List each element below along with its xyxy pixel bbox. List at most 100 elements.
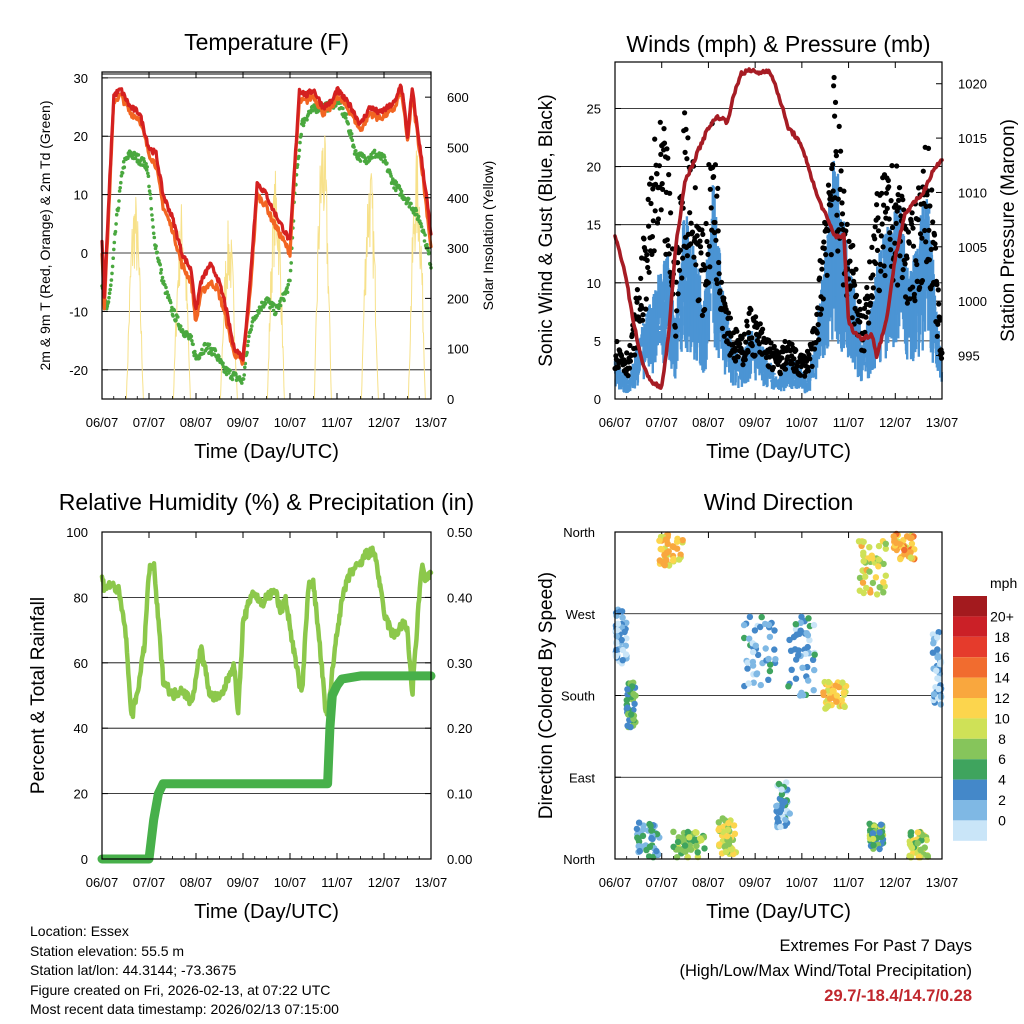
direction-point bbox=[891, 536, 898, 544]
legend-label: 2 bbox=[998, 792, 1006, 808]
gust-point bbox=[807, 356, 813, 362]
x-tick-label: 07/07 bbox=[645, 415, 678, 430]
direction-point bbox=[833, 692, 841, 699]
gust-point bbox=[885, 177, 891, 184]
y-tick-label: 0 bbox=[81, 246, 88, 261]
gust-point bbox=[889, 163, 895, 169]
gust-point bbox=[867, 259, 873, 265]
dewpoint-point bbox=[159, 271, 163, 275]
gust-point bbox=[707, 264, 713, 270]
y-tick-label: 20 bbox=[74, 787, 88, 802]
direction-point bbox=[682, 848, 689, 855]
gust-point bbox=[791, 356, 797, 362]
direction-point bbox=[774, 815, 781, 822]
x-tick-label: 06/07 bbox=[599, 875, 632, 890]
direction-point bbox=[701, 845, 708, 852]
gust-point bbox=[666, 251, 672, 257]
winds-chart: Winds (mph) & Pressure (mb) Time (Day/UTC… bbox=[536, 31, 1019, 463]
dewpoint-point bbox=[158, 262, 162, 267]
plot-frame bbox=[614, 531, 943, 860]
direction-point bbox=[681, 842, 689, 849]
info-elevation: Station elevation: 55.5 m bbox=[30, 942, 185, 959]
gust-point bbox=[838, 168, 844, 174]
gust-point bbox=[925, 145, 932, 151]
dewpoint-point bbox=[295, 163, 300, 167]
gust-point bbox=[685, 135, 691, 141]
dewpoint-point bbox=[144, 162, 148, 166]
gust-point bbox=[752, 352, 758, 358]
y2-tick-label: 0.20 bbox=[447, 721, 472, 736]
y2-tick-label: 0.50 bbox=[447, 525, 472, 540]
direction-point bbox=[757, 623, 764, 631]
gust-point bbox=[914, 261, 920, 268]
x-axis-label: Time (Day/UTC) bbox=[194, 901, 339, 923]
gust-point bbox=[746, 330, 752, 336]
gust-point bbox=[694, 233, 700, 239]
gust-point bbox=[652, 208, 658, 214]
gust-point bbox=[920, 168, 926, 174]
dewpoint-point bbox=[144, 168, 149, 172]
gust-point bbox=[655, 216, 662, 222]
dewpoint-point bbox=[136, 153, 141, 157]
gust-point bbox=[869, 244, 875, 250]
y-tick-label: 20 bbox=[74, 129, 88, 144]
dewpoint-point bbox=[382, 155, 387, 159]
y-tick-label: 5 bbox=[594, 334, 601, 349]
y2-tick-label: 1000 bbox=[958, 294, 987, 309]
direction-point bbox=[614, 620, 622, 627]
gust-point bbox=[641, 236, 647, 242]
dewpoint-point bbox=[110, 271, 114, 276]
direction-point bbox=[863, 584, 870, 592]
dewpoint-point bbox=[119, 180, 123, 185]
direction-point bbox=[675, 556, 683, 563]
direction-point bbox=[723, 833, 731, 840]
dewpoint-point bbox=[152, 235, 157, 240]
gust-point bbox=[692, 185, 698, 191]
gust-point bbox=[836, 123, 842, 129]
gust-point bbox=[645, 196, 651, 202]
gust-point bbox=[644, 252, 650, 258]
direction-point bbox=[753, 670, 761, 677]
direction-point bbox=[877, 821, 885, 828]
direction-point bbox=[766, 667, 774, 675]
chart-title: Temperature (F) bbox=[184, 29, 349, 55]
y2-tick-label: 0 bbox=[447, 392, 454, 407]
dewpoint-point bbox=[149, 207, 154, 211]
dewpoint-point bbox=[299, 132, 304, 137]
dewpoint-point bbox=[352, 145, 356, 149]
gust-point bbox=[632, 352, 638, 358]
y-tick-label: North bbox=[563, 525, 595, 540]
direction-point bbox=[635, 819, 643, 826]
direction-point bbox=[648, 834, 655, 842]
gust-point bbox=[867, 300, 874, 306]
legend-title: mph bbox=[990, 575, 1017, 591]
gust-point bbox=[839, 211, 846, 217]
direction-point bbox=[832, 682, 839, 689]
gust-point bbox=[627, 358, 634, 364]
gust-point bbox=[702, 306, 708, 313]
dewpoint-point bbox=[121, 159, 126, 164]
direction-point bbox=[619, 657, 626, 664]
direction-point bbox=[876, 584, 883, 591]
gust-point bbox=[896, 205, 902, 211]
legend-label: 8 bbox=[998, 731, 1006, 747]
temperature-9m-line bbox=[100, 83, 433, 362]
gust-point bbox=[640, 312, 646, 318]
gust-point bbox=[741, 331, 748, 337]
gust-point bbox=[697, 238, 703, 244]
dewpoint-point bbox=[155, 250, 159, 255]
gust-point bbox=[793, 347, 799, 353]
x-axis-label: Time (Day/UTC) bbox=[706, 441, 851, 463]
gust-point bbox=[797, 372, 804, 378]
gust-point bbox=[676, 267, 683, 273]
gust-point bbox=[643, 296, 649, 302]
y2-tick-label: 0.00 bbox=[447, 852, 472, 867]
legend-swatch bbox=[953, 677, 987, 698]
y-tick-label: 15 bbox=[587, 218, 601, 233]
direction-point bbox=[935, 675, 943, 683]
direction-point bbox=[612, 653, 620, 660]
direction-point bbox=[765, 621, 773, 629]
direction-point bbox=[875, 556, 882, 563]
gust-point bbox=[748, 307, 754, 313]
gust-point bbox=[832, 99, 839, 105]
